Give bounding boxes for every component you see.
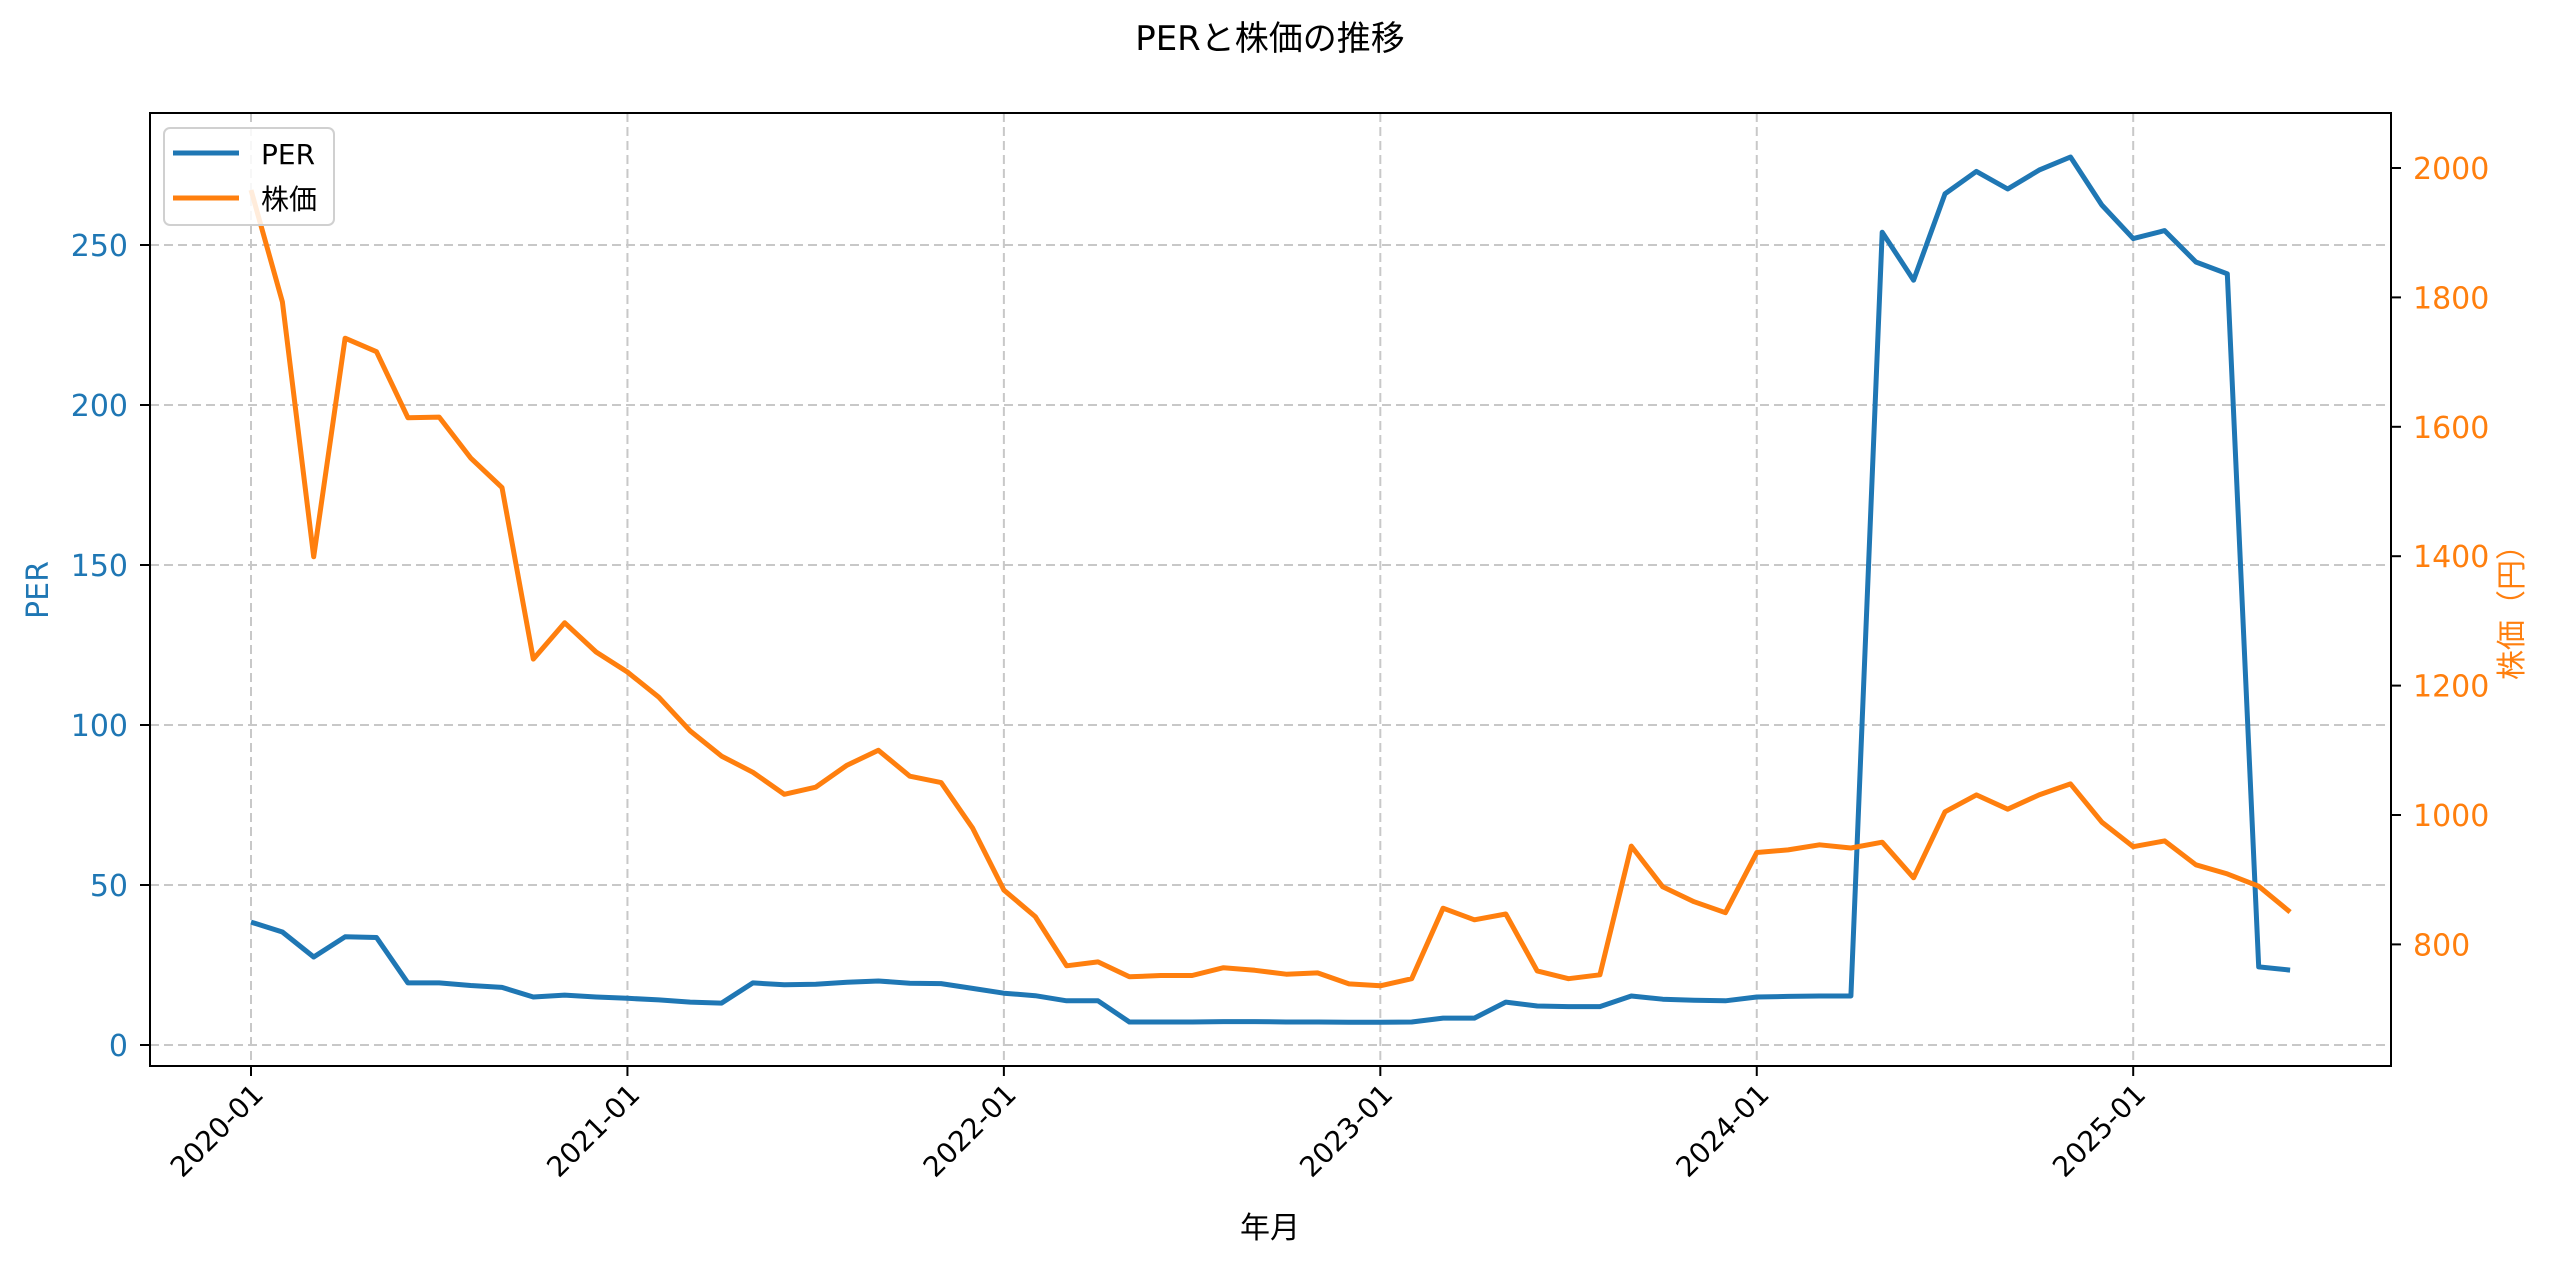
chart-title: PERと株価の推移 bbox=[1135, 19, 1405, 59]
grid-lines bbox=[150, 113, 2391, 1066]
right-tick-label: 1600 bbox=[2413, 411, 2489, 446]
x-axis-label: 年月 bbox=[1240, 1211, 1300, 1246]
x-tick-label: 2020-01 bbox=[164, 1078, 270, 1184]
right-tick-label: 2000 bbox=[2413, 152, 2489, 187]
left-tick-label: 50 bbox=[90, 869, 128, 904]
x-axis: 2020-01 2021-01 2022-01 2023-01 2024-01 2025-… bbox=[164, 1066, 2152, 1184]
right-tick-label: 1200 bbox=[2413, 670, 2489, 705]
legend-per-label: PER bbox=[261, 138, 315, 171]
data-series bbox=[248, 154, 2292, 1025]
left-axis-label: PER bbox=[21, 561, 56, 619]
left-y-axis: 0 50 100 150 200 250 bbox=[71, 229, 150, 1064]
right-tick-label: 1800 bbox=[2413, 281, 2489, 316]
left-tick-label: 200 bbox=[71, 389, 128, 424]
price-line bbox=[248, 189, 2292, 989]
right-tick-label: 800 bbox=[2413, 928, 2470, 963]
x-tick-label: 2021-01 bbox=[540, 1078, 646, 1184]
x-tick-label: 2024-01 bbox=[1670, 1078, 1776, 1184]
left-tick-label: 100 bbox=[71, 709, 128, 744]
legend: PER 株価 bbox=[163, 127, 335, 226]
right-tick-label: 1000 bbox=[2413, 799, 2489, 834]
per-line bbox=[250, 154, 2291, 1025]
left-tick-label: 0 bbox=[109, 1029, 128, 1064]
right-axis-label: 株価（円） bbox=[2495, 530, 2530, 680]
plot-area-frame bbox=[149, 112, 2392, 1067]
right-y-axis: 800 1000 1200 1400 1600 1800 2000 bbox=[2391, 152, 2489, 963]
x-tick-label: 2025-01 bbox=[2046, 1078, 2152, 1184]
legend-price-label: 株価 bbox=[261, 183, 317, 216]
x-tick-label: 2022-01 bbox=[917, 1078, 1023, 1184]
left-tick-label: 250 bbox=[71, 229, 128, 264]
left-tick-label: 150 bbox=[71, 549, 128, 584]
x-tick-label: 2023-01 bbox=[1293, 1078, 1399, 1184]
right-tick-label: 1400 bbox=[2413, 540, 2489, 575]
